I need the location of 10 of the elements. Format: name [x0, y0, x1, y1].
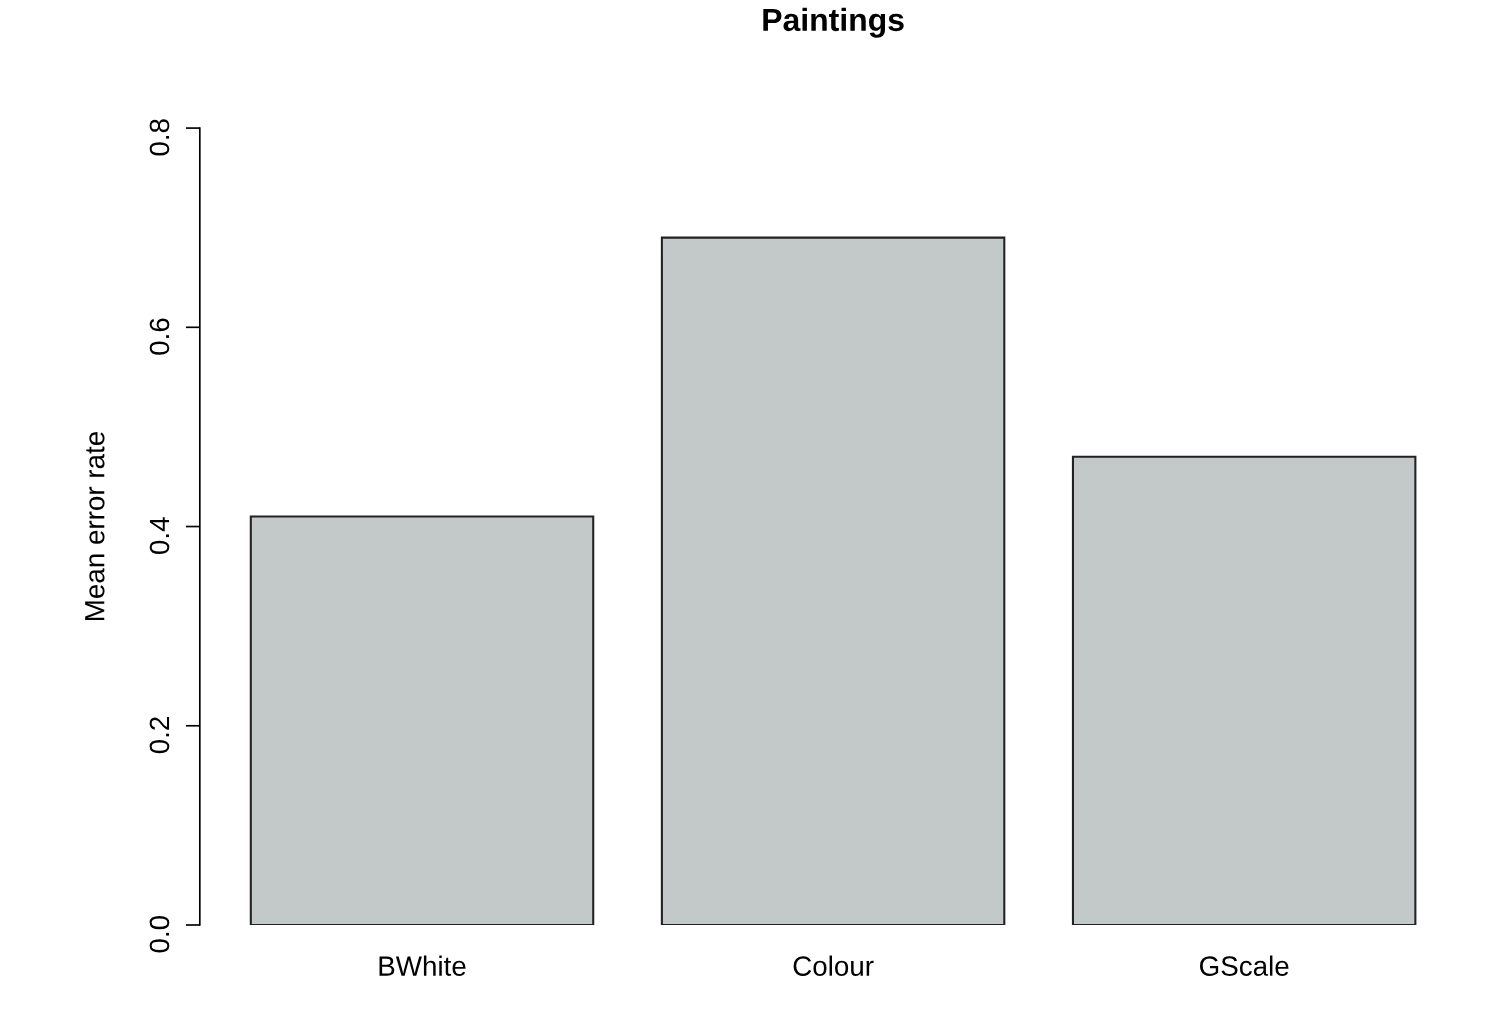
chart-title: Paintings	[763, 7, 904, 38]
y-tick-label: 0.4	[149, 517, 170, 554]
y-axis-title: Mean error rate	[85, 432, 105, 620]
y-tick-label: 0.6	[149, 318, 170, 355]
x-tick-label: Colour	[793, 955, 874, 976]
y-tick-label: 0.8	[149, 119, 170, 156]
x-tick-label: BWhite	[379, 955, 466, 976]
x-tick-label: GScale	[1200, 955, 1289, 976]
y-tick-label: 0.0	[149, 916, 170, 953]
y-tick-label: 0.2	[149, 717, 170, 754]
